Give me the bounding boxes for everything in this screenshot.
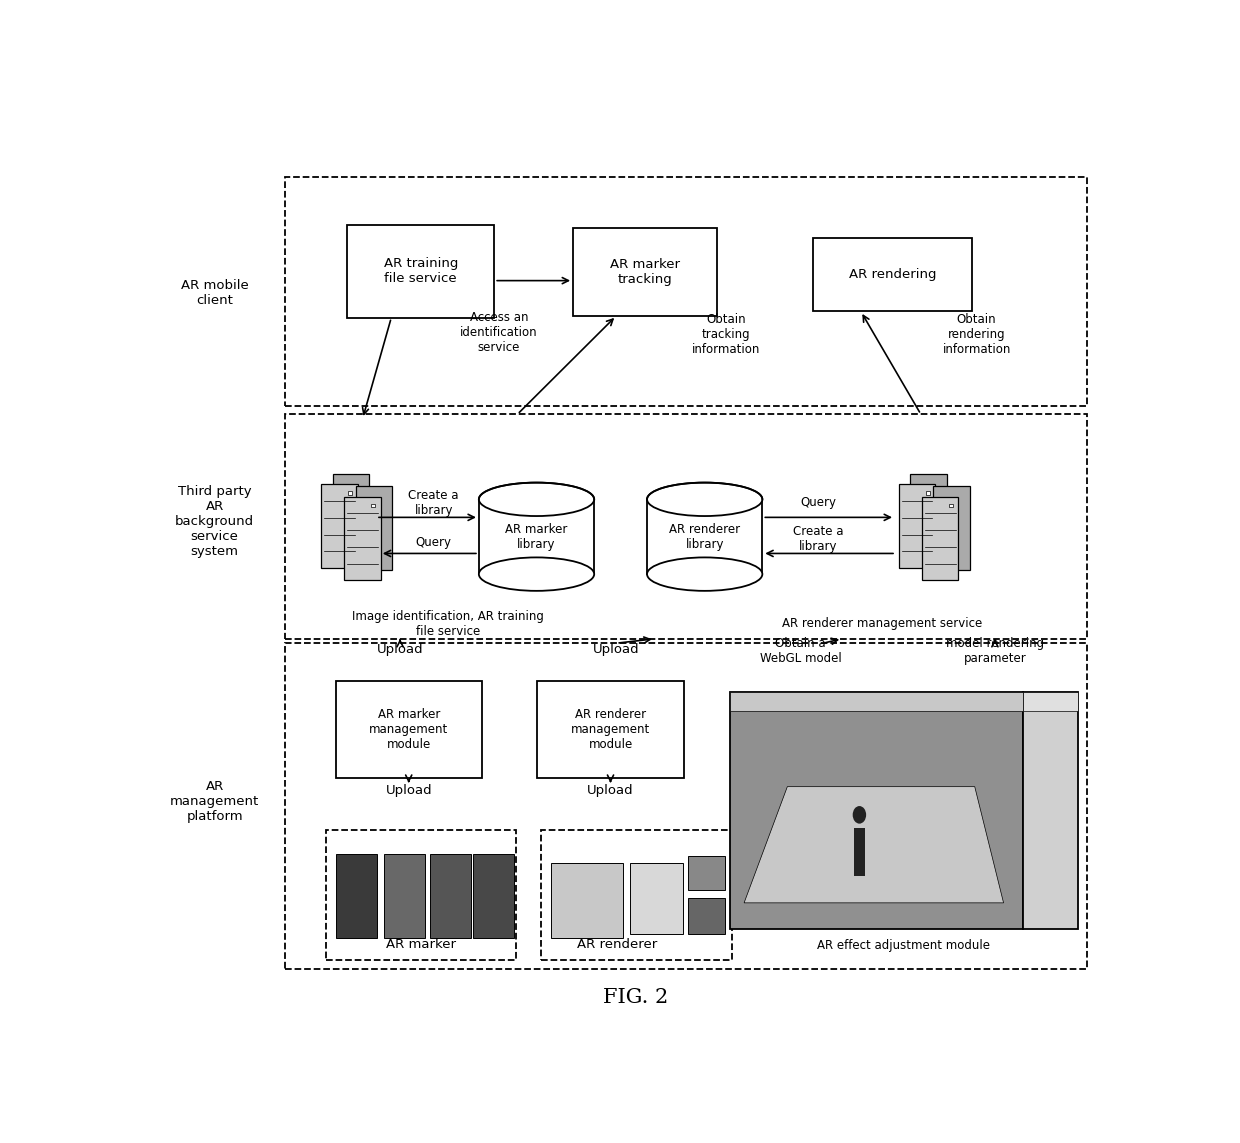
Bar — [926, 491, 930, 495]
Text: Access an
identification
service: Access an identification service — [460, 311, 538, 354]
Text: AR marker
tracking: AR marker tracking — [610, 258, 680, 286]
Text: AR renderer
management
module: AR renderer management module — [570, 708, 650, 751]
Polygon shape — [744, 786, 1003, 903]
Bar — [371, 504, 374, 507]
Ellipse shape — [647, 482, 763, 515]
Text: Query: Query — [800, 496, 836, 509]
Text: Image identification, AR training
file service: Image identification, AR training file s… — [352, 610, 544, 638]
Bar — [813, 239, 972, 311]
Bar — [688, 856, 725, 889]
Bar — [347, 225, 495, 318]
Bar — [326, 830, 516, 960]
Ellipse shape — [853, 806, 866, 824]
Ellipse shape — [479, 482, 594, 515]
Bar — [332, 474, 370, 558]
Text: AR renderer management service: AR renderer management service — [782, 617, 982, 630]
Text: AR mobile
client: AR mobile client — [181, 279, 248, 307]
Bar — [573, 227, 717, 315]
Text: Upload: Upload — [377, 642, 423, 656]
Bar — [934, 486, 970, 569]
Bar — [430, 855, 471, 938]
Bar — [853, 828, 866, 877]
Bar — [537, 681, 683, 778]
Bar — [949, 504, 952, 507]
Bar — [345, 497, 381, 581]
Bar — [356, 486, 392, 569]
Bar — [899, 485, 935, 568]
Bar — [321, 485, 358, 568]
Text: FIG. 2: FIG. 2 — [603, 989, 668, 1007]
Bar — [921, 497, 959, 581]
Ellipse shape — [479, 558, 594, 591]
Bar — [542, 830, 732, 960]
Bar — [1023, 692, 1078, 929]
Bar — [479, 499, 594, 574]
Bar — [383, 855, 425, 938]
Text: Obtain
rendering
information: Obtain rendering information — [942, 313, 1011, 355]
Bar — [285, 644, 1087, 969]
Text: AR training
file service: AR training file service — [383, 257, 458, 286]
Bar — [285, 177, 1087, 406]
Bar — [688, 898, 725, 934]
Text: model rendering
parameter: model rendering parameter — [946, 637, 1044, 665]
Text: AR marker
library: AR marker library — [506, 522, 568, 551]
Bar — [348, 491, 352, 495]
Text: Upload: Upload — [593, 642, 640, 656]
Text: Create a
library: Create a library — [408, 489, 459, 518]
Bar — [729, 692, 1023, 929]
Text: AR
management
platform: AR management platform — [170, 781, 259, 823]
Text: Query: Query — [415, 536, 451, 549]
Text: Upload: Upload — [588, 784, 634, 797]
Text: AR marker: AR marker — [386, 938, 456, 951]
Bar — [729, 692, 1023, 711]
Text: Create a
library: Create a library — [792, 526, 843, 553]
Bar — [474, 855, 515, 938]
Text: Obtain a
WebGL model: Obtain a WebGL model — [760, 637, 842, 665]
Bar — [630, 863, 682, 934]
Bar — [285, 415, 1087, 639]
Ellipse shape — [647, 558, 763, 591]
Bar — [336, 681, 481, 778]
Text: Third party
AR
background
service
system: Third party AR background service system — [175, 486, 254, 558]
Bar — [551, 863, 622, 938]
Text: AR rendering: AR rendering — [849, 269, 936, 281]
Bar — [910, 474, 947, 558]
Bar — [336, 855, 377, 938]
Text: AR effect adjustment module: AR effect adjustment module — [817, 938, 990, 952]
Text: AR renderer: AR renderer — [577, 938, 657, 951]
Bar — [1023, 692, 1078, 711]
Text: AR renderer
library: AR renderer library — [670, 522, 740, 551]
Text: Obtain
tracking
information: Obtain tracking information — [692, 313, 760, 355]
Bar — [647, 499, 763, 574]
Text: Upload: Upload — [386, 784, 432, 797]
Text: AR marker
management
module: AR marker management module — [370, 708, 449, 751]
